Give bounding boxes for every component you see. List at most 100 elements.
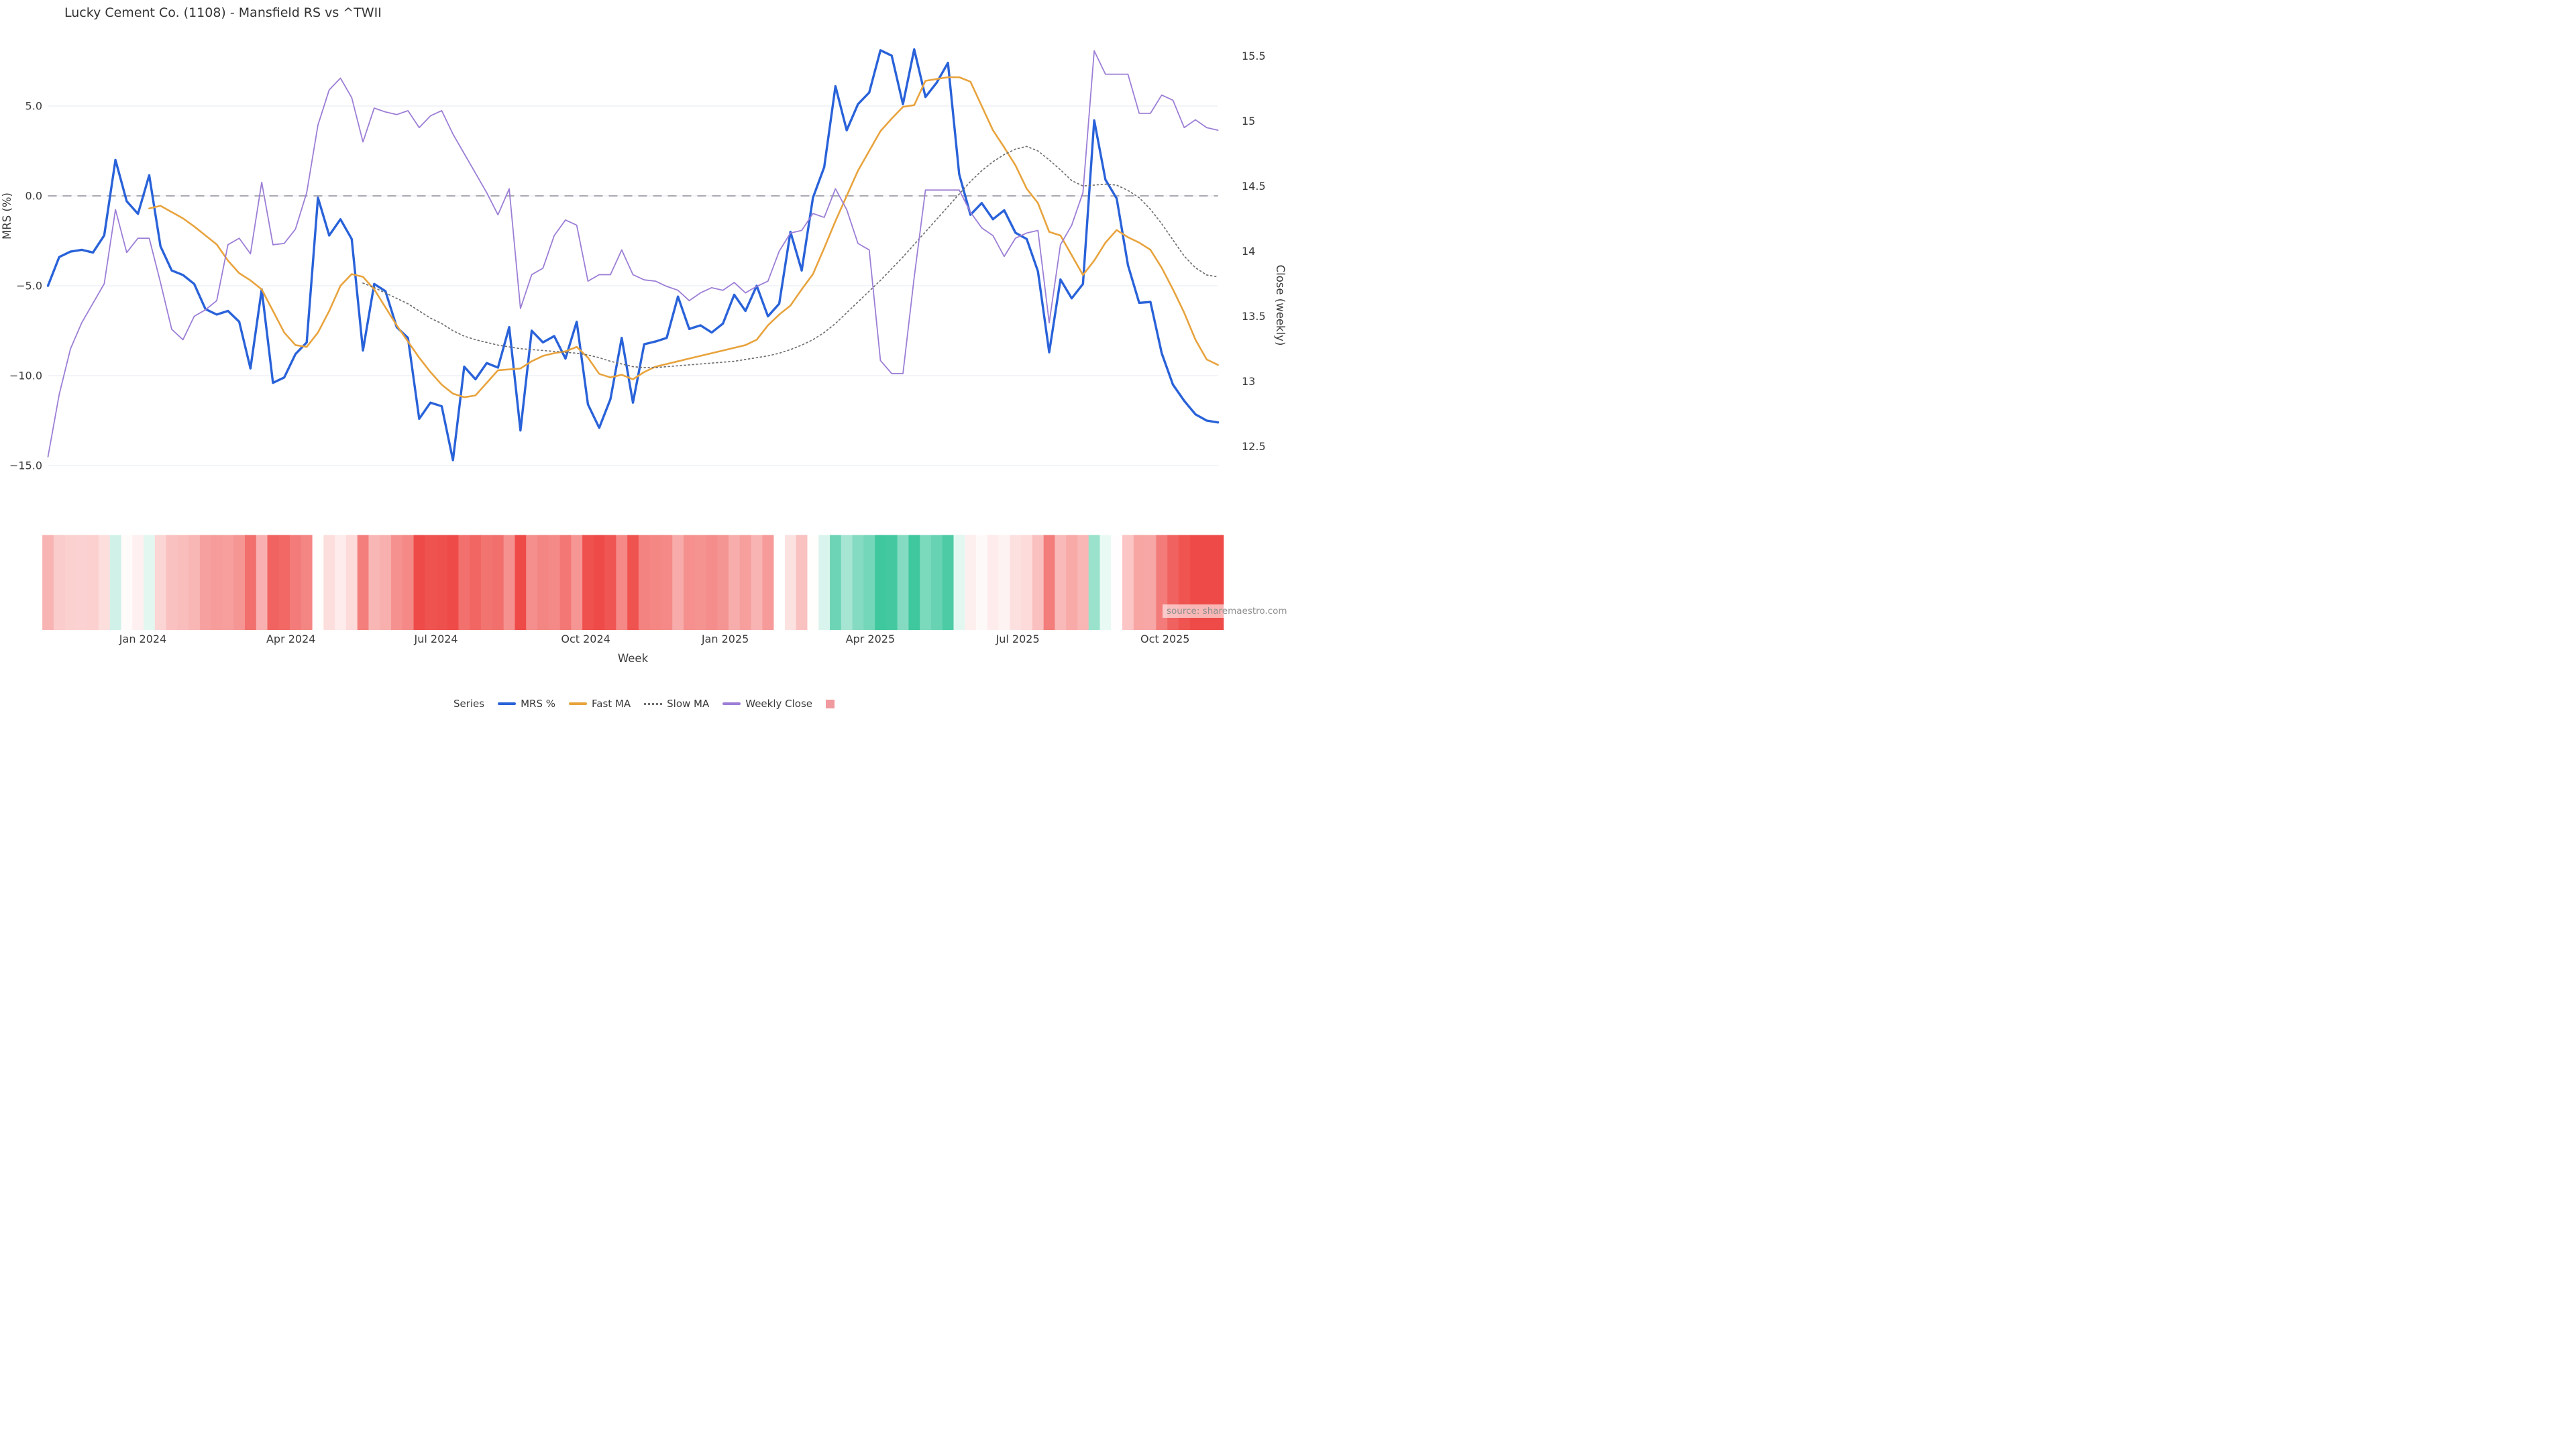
heatmap-week-cell bbox=[930, 535, 943, 630]
y-right-tick-label: 14 bbox=[1242, 245, 1255, 258]
mansfield-rs-chart: 5.0 0.0 −5.0 −10.0 −15.0 15.5 15 14.5 14 13.5 13 12… bbox=[1, 48, 1287, 665]
x-axis-title: Week bbox=[618, 652, 649, 665]
heatmap-week-cell bbox=[290, 535, 302, 630]
heatmap-week-cell bbox=[1133, 535, 1145, 630]
line-swatch-icon bbox=[644, 702, 663, 705]
heatmap-week-cell bbox=[312, 535, 324, 630]
series-slow-ma bbox=[362, 146, 1219, 368]
legend-item-weekly-close: Weekly Close bbox=[722, 698, 812, 710]
heatmap-week-cell bbox=[144, 535, 156, 630]
heatmap-week-cell bbox=[222, 535, 234, 630]
heatmap-week-cell bbox=[1055, 535, 1067, 630]
heatmap-week-cell bbox=[593, 535, 605, 630]
legend-item-heatmap bbox=[826, 699, 835, 708]
heatmap-week-cell bbox=[729, 535, 741, 630]
heatmap-week-cell bbox=[301, 535, 313, 630]
heatmap-week-cell bbox=[706, 535, 718, 630]
x-tick-label: Oct 2025 bbox=[1140, 633, 1189, 645]
line-swatch-icon bbox=[569, 702, 588, 705]
y-right-tick-label: 13.5 bbox=[1242, 310, 1266, 323]
heatmap-week-cell bbox=[177, 535, 189, 630]
legend-item-label: Fast MA bbox=[592, 698, 631, 710]
heatmap-week-cell bbox=[154, 535, 166, 630]
heatmap-week-cell bbox=[1088, 535, 1100, 630]
legend-item-label: Slow MA bbox=[667, 698, 710, 710]
heatmap-week-cell bbox=[413, 535, 425, 630]
heatmap-week-cell bbox=[784, 535, 797, 630]
legend-title: Series bbox=[453, 698, 485, 710]
y-left-tick-label: −5.0 bbox=[16, 280, 42, 292]
x-tick-label: Jan 2025 bbox=[701, 633, 749, 645]
heatmap-week-cell bbox=[447, 535, 459, 630]
y-left-axis-title: MRS (%) bbox=[1, 193, 13, 239]
heatmap-week-cell bbox=[548, 535, 560, 630]
heatmap-week-cell bbox=[1066, 535, 1078, 630]
line-swatch-icon bbox=[722, 702, 741, 705]
heatmap-week-cell bbox=[807, 535, 819, 630]
heatmap-week-cell bbox=[458, 535, 470, 630]
x-tick-label: Oct 2024 bbox=[561, 633, 610, 645]
heatmap-week-cell bbox=[481, 535, 493, 630]
heatmap-week-cell bbox=[649, 535, 661, 630]
heatmap-week-cell bbox=[571, 535, 583, 630]
heatmap-week-cell bbox=[425, 535, 437, 630]
heatmap-week-cell bbox=[526, 535, 538, 630]
y-right-axis-title: Close (weekly) bbox=[1274, 265, 1287, 346]
y-left-tick-label: −15.0 bbox=[9, 460, 42, 472]
heatmap-week-cell bbox=[998, 535, 1010, 630]
x-tick-label: Apr 2025 bbox=[846, 633, 895, 645]
heatmap-week-cell bbox=[402, 535, 414, 630]
heatmap-week-cell bbox=[885, 535, 898, 630]
heatmap-week-cell bbox=[694, 535, 706, 630]
heatmap-week-cell bbox=[189, 535, 201, 630]
heatmap-week-cell bbox=[897, 535, 909, 630]
heatmap-week-cell bbox=[166, 535, 178, 630]
x-tick-label: Apr 2024 bbox=[266, 633, 315, 645]
heatmap-week-cell bbox=[211, 535, 223, 630]
heatmap-week-cell bbox=[1111, 535, 1123, 630]
heatmap-week-cell bbox=[582, 535, 594, 630]
heatmap-week-cell bbox=[64, 535, 76, 630]
series-mrs- bbox=[46, 48, 1220, 462]
heatmap-week-cell bbox=[751, 535, 763, 630]
heatmap-week-cell bbox=[492, 535, 504, 630]
heatmap-week-cell bbox=[436, 535, 448, 630]
heatmap-week-cell bbox=[1099, 535, 1112, 630]
legend: Series MRS % Fast MA Slow MA Weekly Close bbox=[0, 698, 1288, 710]
series-weekly-close bbox=[47, 50, 1219, 458]
heatmap-week-cell bbox=[818, 535, 830, 630]
heatmap-week-cell bbox=[559, 535, 572, 630]
heatmap-week-cell bbox=[1021, 535, 1033, 630]
heatmap-week-cell bbox=[908, 535, 920, 630]
heatmap-week-cell bbox=[537, 535, 549, 630]
heatmap-swatch-icon bbox=[826, 699, 835, 708]
heatmap-week-cell bbox=[109, 535, 121, 630]
y-right-tick-label: 15.5 bbox=[1242, 50, 1266, 62]
heatmap-week-cell bbox=[233, 535, 246, 630]
heatmap-week-cell bbox=[920, 535, 932, 630]
heatmap-week-cell bbox=[199, 535, 211, 630]
heatmap-week-cell bbox=[1043, 535, 1055, 630]
heatmap-week-cell bbox=[942, 535, 954, 630]
x-tick-label: Jan 2024 bbox=[119, 633, 166, 645]
chart-page: Lucky Cement Co. (1108) - Mansfield RS v… bbox=[0, 0, 1288, 724]
y-right-tick-label: 14.5 bbox=[1242, 180, 1266, 193]
legend-item-label: MRS % bbox=[521, 698, 556, 710]
heatmap-week-cell bbox=[1032, 535, 1044, 630]
heatmap-week-cell bbox=[661, 535, 673, 630]
heatmap-week-cell bbox=[121, 535, 133, 630]
heatmap-week-cell bbox=[852, 535, 864, 630]
x-tick-label: Jul 2025 bbox=[996, 633, 1040, 645]
heatmap-week-cell bbox=[830, 535, 842, 630]
heatmap-week-cell bbox=[267, 535, 279, 630]
heatmap-week-cell bbox=[875, 535, 887, 630]
x-tick-label: Jul 2024 bbox=[414, 633, 458, 645]
heatmap-week-cell bbox=[390, 535, 403, 630]
heatmap-week-cell bbox=[1144, 535, 1157, 630]
heatmap-week-cell bbox=[841, 535, 853, 630]
heatmap-week-cell bbox=[616, 535, 628, 630]
y-right-tick-label: 12.5 bbox=[1242, 440, 1266, 453]
heatmap-week-cell bbox=[323, 535, 335, 630]
y-right-tick-label: 15 bbox=[1242, 115, 1255, 127]
heatmap-week-cell bbox=[98, 535, 111, 630]
